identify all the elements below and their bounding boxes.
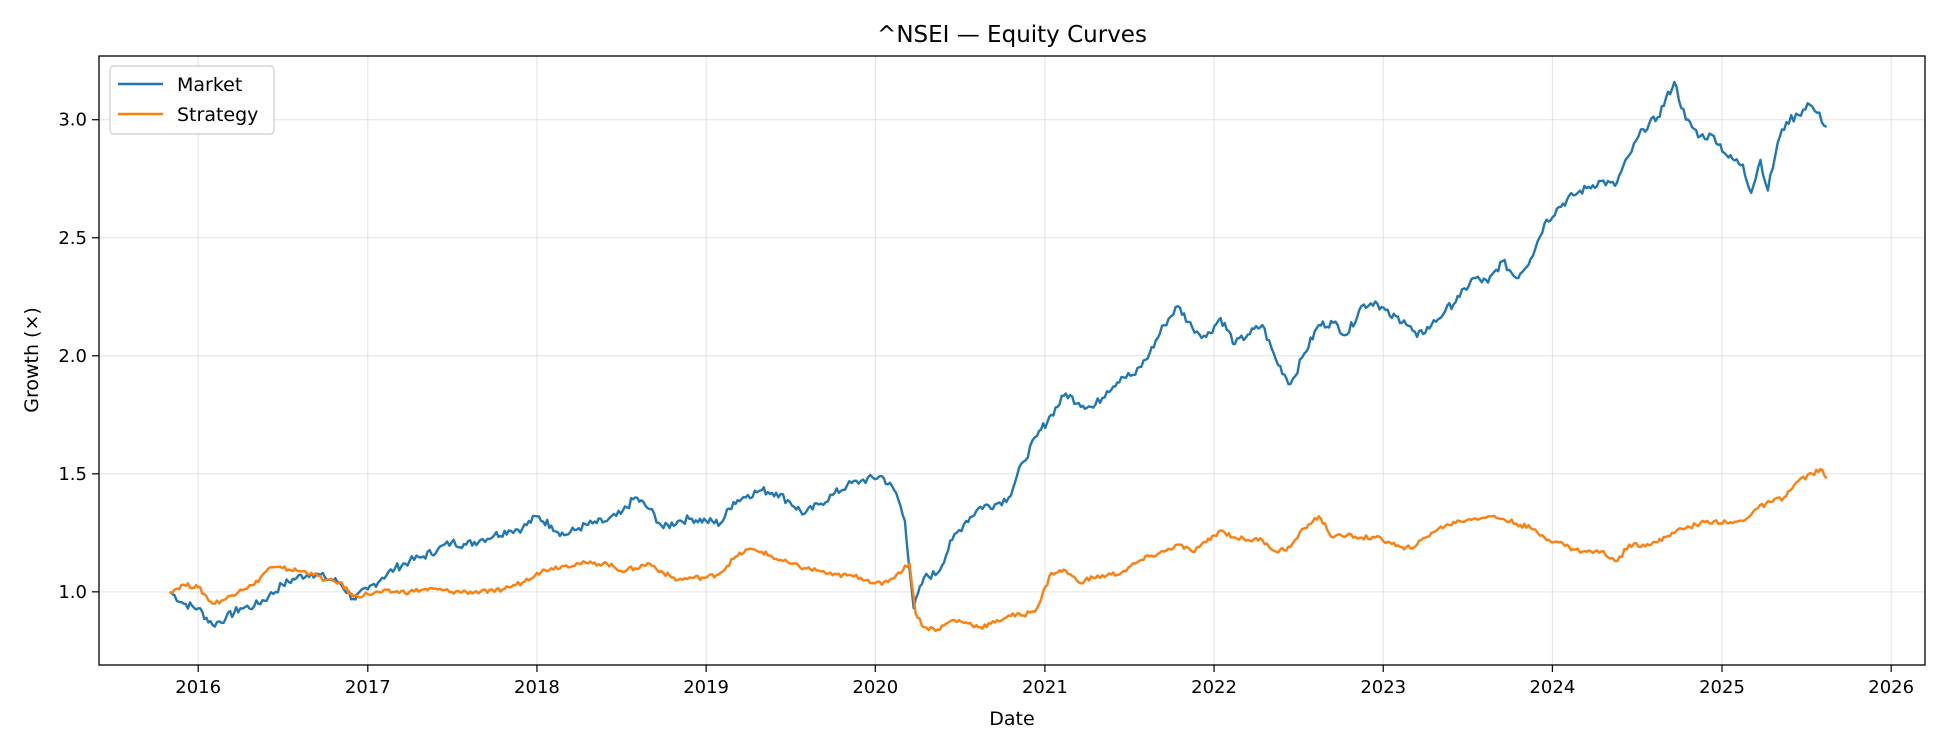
x-tick-label: 2017 (345, 677, 391, 698)
y-tick-label: 3.0 (58, 110, 87, 131)
legend-label-market: Market (177, 74, 242, 96)
legend-label-strategy: Strategy (177, 104, 258, 126)
x-axis-label: Date (989, 708, 1034, 730)
y-tick-label: 1.0 (58, 582, 87, 603)
x-tick-label: 2023 (1360, 677, 1406, 698)
legend: Market Strategy (109, 65, 275, 135)
y-tick-label: 1.5 (58, 464, 87, 485)
x-tick-label: 2019 (683, 677, 729, 698)
plot-area-frame (98, 55, 1926, 666)
x-tick-label: 2022 (1191, 677, 1237, 698)
series-line-strategy (169, 467, 1828, 632)
y-tick-label: 2.5 (58, 228, 87, 249)
x-tick-label: 2024 (1529, 677, 1575, 698)
x-tick-label: 2018 (514, 677, 560, 698)
x-axis-ticks: 2016 2017 2018 2019 2020 2021 2022 2023 2024 2025… (175, 665, 1914, 698)
x-tick-label: 2026 (1868, 677, 1914, 698)
series-lines (169, 80, 1828, 632)
x-tick-label: 2020 (852, 677, 898, 698)
x-tick-label: 2025 (1699, 677, 1745, 698)
x-tick-label: 2021 (1022, 677, 1068, 698)
x-tick-label: 2016 (175, 677, 221, 698)
y-axis-ticks: 1.0 1.5 2.0 2.5 3.0 (58, 110, 99, 603)
series-line-market (169, 80, 1828, 628)
chart-title: ^NSEI — Equity Curves (877, 22, 1147, 48)
y-axis-label: Growth (×) (21, 307, 43, 413)
y-tick-label: 2.0 (58, 346, 87, 367)
